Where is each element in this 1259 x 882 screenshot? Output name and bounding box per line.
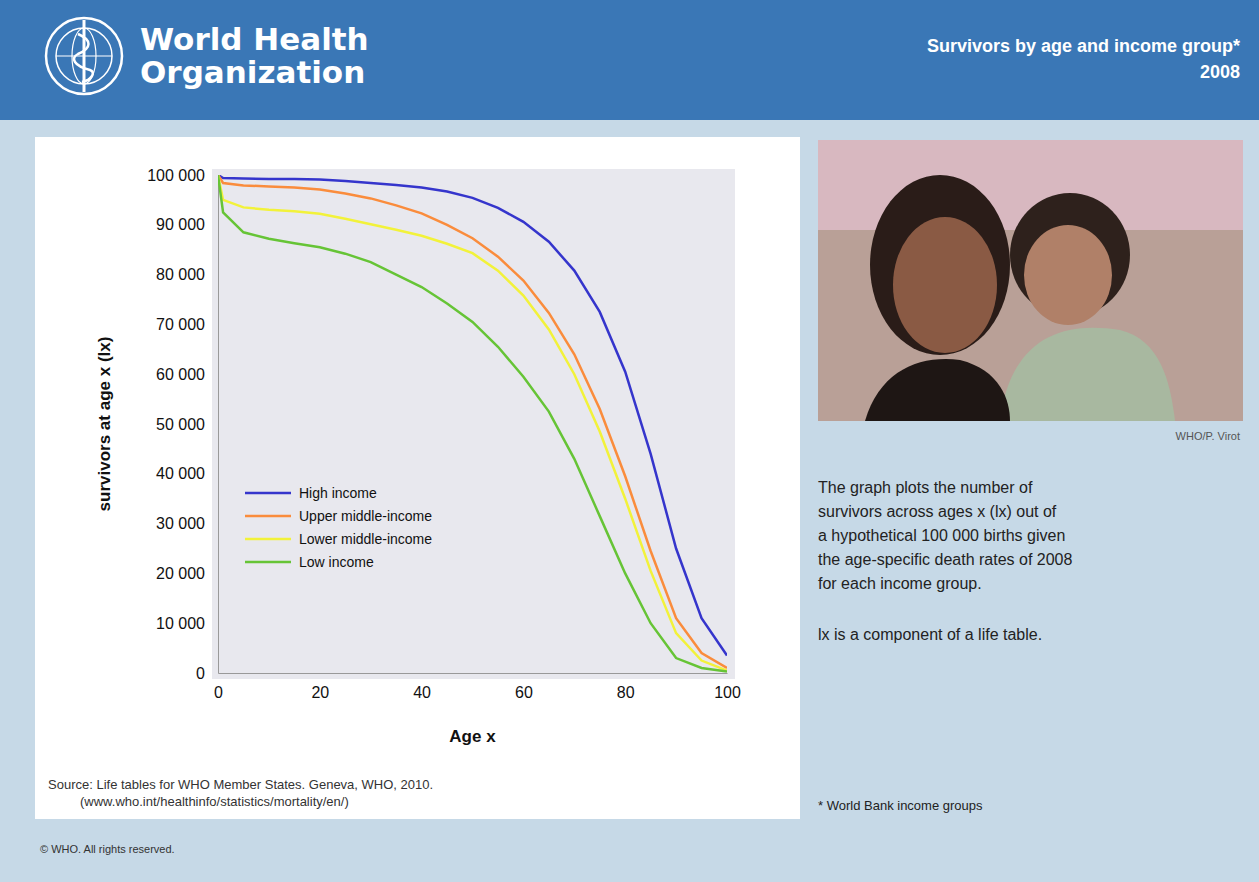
legend-label: High income [299, 485, 377, 501]
legend-label: Lower middle-income [299, 531, 432, 547]
tick-label: 0 [196, 665, 205, 682]
legend-swatch [245, 561, 291, 564]
tick-label: 50 000 [156, 416, 205, 433]
tick-label: 80 [617, 684, 635, 701]
logo-ring [46, 18, 122, 94]
tick: 60 [515, 673, 533, 701]
photo-child-face [1024, 225, 1112, 325]
tick: 0 [196, 665, 218, 682]
tick-label: 40 000 [156, 465, 205, 482]
legend: High income Upper middle-income Lower midd… [245, 485, 432, 570]
legend-label: Low income [299, 554, 374, 570]
tick: 80 [617, 673, 635, 701]
legend-swatch [245, 492, 291, 495]
series-line [218, 175, 727, 671]
tick-label: 30 000 [156, 515, 205, 532]
tick-label: 100 [714, 684, 741, 701]
chart-panel [35, 137, 800, 819]
tick-label: 80 000 [156, 266, 205, 283]
tick: 30 000 [156, 515, 218, 532]
footnote: * World Bank income groups [818, 798, 983, 813]
tick-label: 10 000 [156, 615, 205, 632]
series-line [218, 175, 727, 668]
page-title: Survivors by age and income group* [927, 36, 1240, 56]
tick: 70 000 [156, 316, 218, 333]
axis-line [219, 673, 728, 674]
page: World HealthOrganization Survivors by age… [0, 0, 1259, 882]
photo-frame [818, 140, 1243, 421]
tick: 20 [311, 673, 329, 701]
note: lx is a component of a life table. [818, 626, 1042, 643]
x-axis: 0 20 40 60 80 100 [214, 673, 741, 701]
tick: 100 000 [147, 167, 218, 184]
header-bar [0, 0, 1259, 120]
description-line: for each income group. [818, 575, 982, 592]
y-axis-title: survivors at age x (lx) [95, 337, 114, 512]
x-axis-title: Age x [449, 727, 496, 746]
page-year: 2008 [1200, 62, 1240, 82]
logo-snake [74, 34, 93, 82]
tick-label: 40 [413, 684, 431, 701]
tick: 10 000 [156, 615, 218, 632]
tick: 0 [214, 673, 223, 701]
legend-swatch [245, 538, 291, 541]
organization-name: Organization [140, 54, 365, 90]
tick-label: 20 [311, 684, 329, 701]
series-line [218, 175, 727, 656]
y-axis: 0 10 000 20 000 30 000 40 000 50 000 60 000 70 … [147, 167, 218, 682]
photo-child-body [1000, 328, 1175, 421]
description-line: survivors across ages x (lx) out of [818, 503, 1057, 520]
tick-label: 20 000 [156, 565, 205, 582]
tick: 20 000 [156, 565, 218, 582]
series-lines [218, 175, 727, 672]
plot-background [212, 169, 735, 679]
source-line: Source: Life tables for WHO Member State… [48, 777, 433, 792]
description-line: the age-specific death rates of 2008 [818, 551, 1072, 568]
legend-item: Upper middle-income [245, 508, 432, 524]
tick-label: 70 000 [156, 316, 205, 333]
photo-hair [870, 175, 1010, 355]
tick-label: 90 000 [156, 216, 205, 233]
photo-body [865, 359, 1010, 421]
series-line [218, 175, 727, 672]
source-line: (www.who.int/healthinfo/statistics/morta… [80, 794, 349, 809]
tick: 50 000 [156, 416, 218, 433]
tick-label: 100 000 [147, 167, 205, 184]
axis-line [218, 176, 219, 674]
tick: 40 000 [156, 465, 218, 482]
photo-credit: WHO/P. Virot [1176, 430, 1240, 442]
legend-item: Low income [245, 554, 374, 570]
background [0, 0, 1259, 882]
photo [818, 140, 1243, 421]
legend-label: Upper middle-income [299, 508, 432, 524]
description-line: a hypothetical 100 000 births given [818, 527, 1065, 544]
photo-face [893, 217, 997, 353]
tick: 40 [413, 673, 431, 701]
tick-label: 60 [515, 684, 533, 701]
copyright: © WHO. All rights reserved. [40, 843, 175, 855]
tick-label: 0 [214, 684, 223, 701]
tick: 80 000 [156, 266, 218, 283]
tick: 60 000 [156, 366, 218, 383]
description-line: The graph plots the number of [818, 479, 1033, 496]
tick: 90 000 [156, 216, 218, 233]
tick: 100 [714, 673, 741, 701]
legend-item: High income [245, 485, 377, 501]
legend-swatch [245, 515, 291, 518]
logo [46, 18, 122, 94]
organization-name: World Health [140, 21, 369, 57]
legend-item: Lower middle-income [245, 531, 432, 547]
tick-label: 60 000 [156, 366, 205, 383]
